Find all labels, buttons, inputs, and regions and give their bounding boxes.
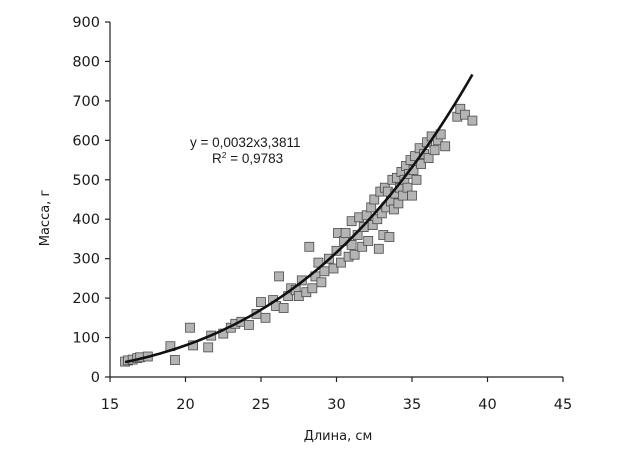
data-point [307, 283, 318, 294]
data-point [203, 342, 214, 353]
y-tick-label: 100 [72, 331, 100, 347]
y-axis-ticks: 0 100 200 300 400 500 600 700 800 900 [72, 15, 110, 386]
data-point [336, 257, 346, 268]
y-axis-title: Масса, г [38, 190, 53, 247]
r-squared-label: R2 = 0,9783 [212, 150, 283, 166]
data-point [373, 243, 384, 254]
data-point [260, 312, 271, 323]
data-point [411, 174, 422, 185]
data-point [407, 190, 417, 201]
data-point [423, 153, 434, 164]
y-tick-label: 500 [72, 173, 100, 189]
data-point [467, 115, 478, 126]
y-tick-label: 400 [72, 212, 100, 228]
x-tick-label: 40 [478, 397, 496, 413]
trend-equation-label: y = 0,0032x3,3811 [190, 135, 300, 150]
data-point [274, 271, 285, 282]
data-point [243, 319, 254, 330]
data-point [349, 249, 360, 260]
trendline [124, 73, 474, 364]
r-squared-superscript: 2 [222, 150, 227, 160]
x-tick-label: 20 [176, 397, 194, 413]
x-tick-label: 35 [403, 397, 421, 413]
y-tick-label: 200 [72, 291, 100, 307]
x-tick-label: 25 [252, 397, 270, 413]
data-point [416, 159, 427, 169]
x-tick-label: 30 [327, 397, 345, 413]
x-axis-ticks: 15 20 25 30 35 40 45 [101, 377, 572, 413]
x-tick-label: 45 [554, 397, 572, 413]
data-point [384, 232, 395, 242]
data-point [316, 277, 327, 288]
data-point [369, 194, 380, 205]
y-tick-label: 0 [91, 370, 100, 386]
data-point [459, 109, 470, 120]
data-point [429, 145, 440, 156]
r-squared-value: = 0,9783 [226, 151, 283, 166]
data-point [340, 228, 351, 238]
data-point [169, 355, 180, 365]
r-squared-prefix: R [212, 151, 222, 166]
x-tick-label: 15 [101, 397, 119, 413]
y-tick-label: 300 [72, 252, 100, 268]
data-point [319, 266, 330, 277]
data-point [278, 303, 289, 313]
data-point [440, 141, 451, 152]
data-point [256, 297, 266, 308]
y-tick-label: 700 [72, 94, 100, 110]
data-point [304, 241, 315, 252]
data-point [357, 241, 368, 252]
data-point [346, 239, 357, 250]
x-axis-title: Длина, см [304, 429, 373, 444]
y-tick-label: 900 [72, 15, 100, 31]
y-tick-label: 600 [72, 133, 100, 149]
data-point [185, 322, 195, 333]
data-point [328, 263, 339, 274]
y-tick-label: 800 [72, 54, 100, 70]
data-point [363, 235, 374, 246]
